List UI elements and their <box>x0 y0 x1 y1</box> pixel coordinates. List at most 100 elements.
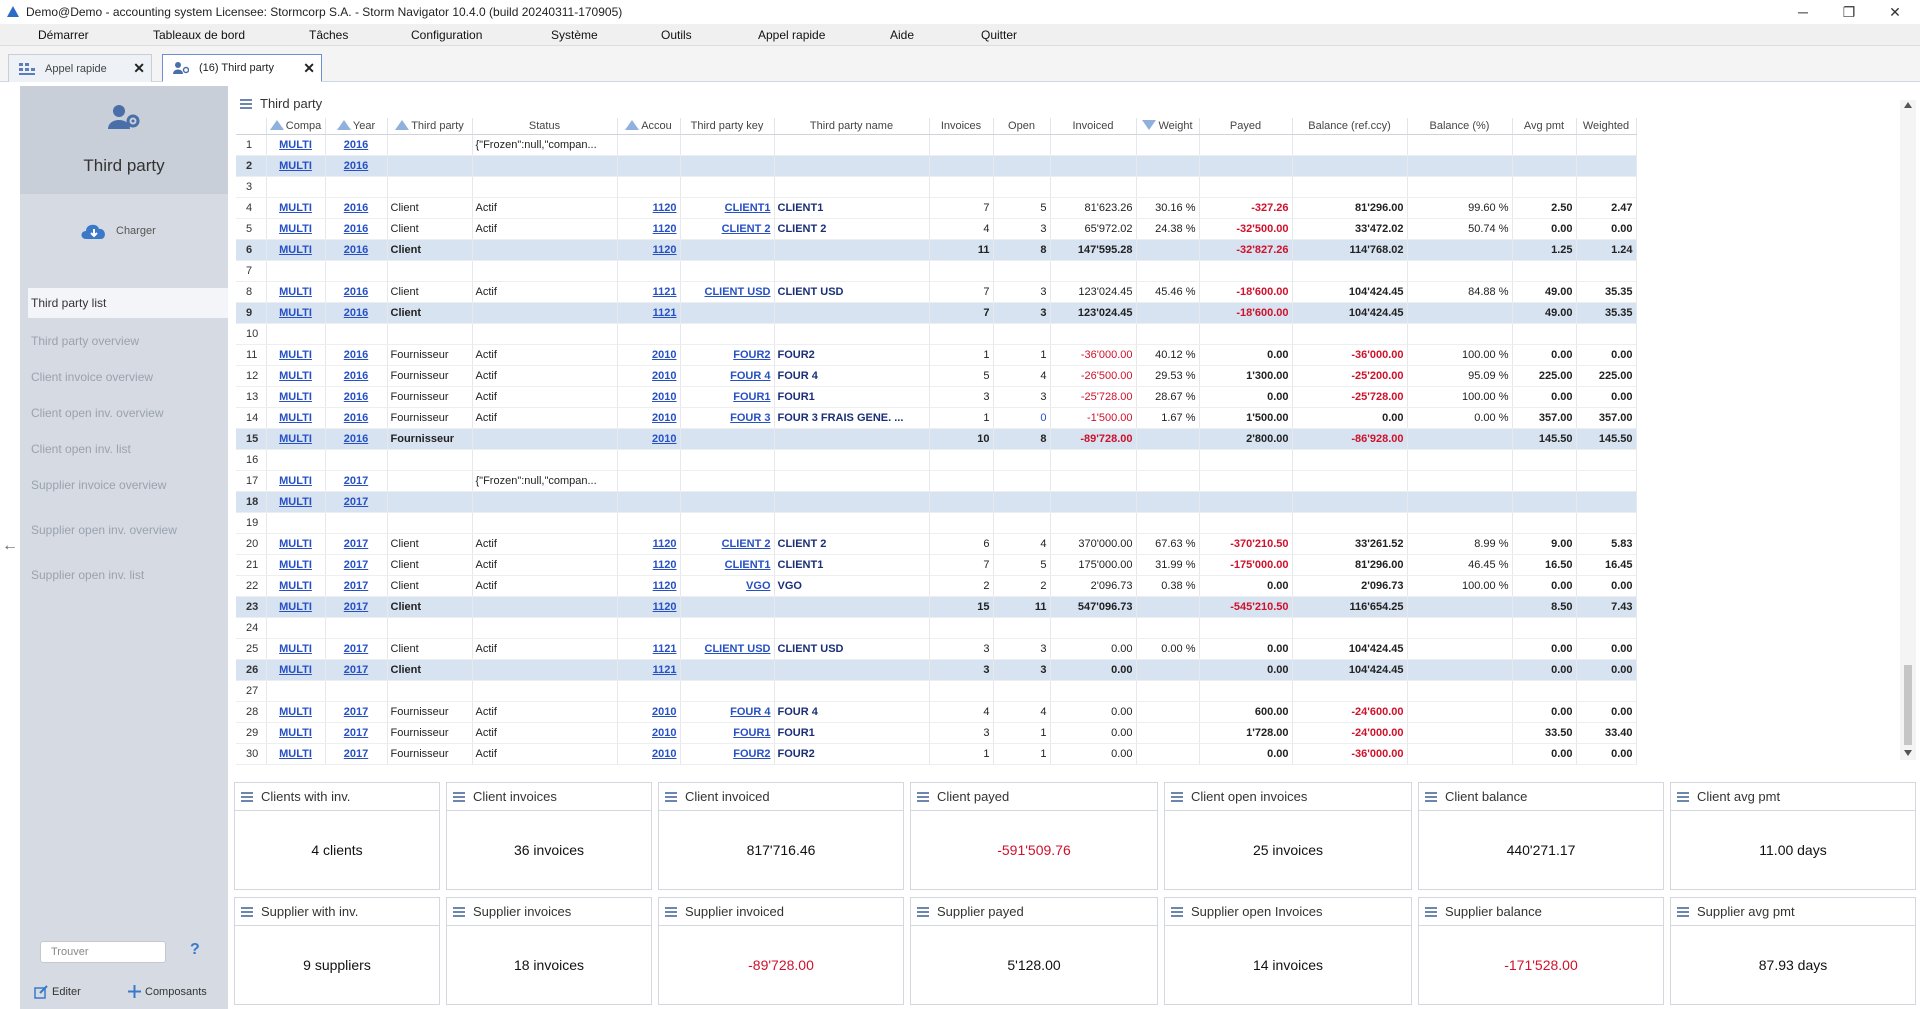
account-cell[interactable]: 1120 <box>617 239 681 261</box>
sidebar-item-client-open-inv-list[interactable]: Client open inv. list <box>31 442 131 456</box>
kpi-tile[interactable]: Clients with inv. 4 clients <box>234 782 440 890</box>
account-cell[interactable]: 1120 <box>617 197 681 219</box>
table-row[interactable]: 22 MULTI 2017 Client Actif 1120 VGO VGO 2 2 2'096.… <box>236 575 1637 597</box>
kpi-tile[interactable]: Supplier avg pmt 87.93 days <box>1670 897 1916 1005</box>
scrollbar-thumb[interactable] <box>1904 665 1912 745</box>
menu-quitter[interactable]: Quitter <box>981 28 1018 42</box>
company-cell[interactable]: MULTI <box>266 239 326 261</box>
account-cell[interactable]: 1120 <box>617 596 681 618</box>
year-cell[interactable]: 2017 <box>325 722 388 744</box>
company-cell[interactable]: MULTI <box>266 197 326 219</box>
table-row[interactable]: 11 MULTI 2016 Fournisseur Actif 2010 FOUR2 FOUR… <box>236 344 1637 366</box>
year-cell[interactable]: 2017 <box>325 533 388 555</box>
table-total-row[interactable]: 9 MULTI 2016 Client 1121 7 3 123'024.45 -18'600.… <box>236 302 1637 324</box>
third-party-key-cell[interactable]: FOUR 4 <box>680 701 775 723</box>
sidebar-item-third-party-list[interactable]: Third party list <box>28 288 228 318</box>
account-cell[interactable]: 1120 <box>617 533 681 555</box>
vertical-scrollbar[interactable] <box>1900 100 1916 760</box>
sidebar-item-client-invoice-overview[interactable]: Client invoice overview <box>31 370 154 384</box>
year-cell[interactable]: 2016 <box>325 302 388 324</box>
table-row[interactable]: 1 MULTI 2016 {"Frozen":null,"compan... <box>236 134 1637 156</box>
menu-icon[interactable] <box>241 790 253 804</box>
third-party-key-cell[interactable]: VGO <box>680 575 775 597</box>
account-cell[interactable]: 1121 <box>617 659 681 681</box>
sidebar-item-client-open-inv-overview[interactable]: Client open inv. overview <box>31 406 164 420</box>
table-total-row[interactable]: 26 MULTI 2017 Client 1121 3 3 0.00 0.00 104'424.4… <box>236 659 1637 681</box>
table-row[interactable]: 27 <box>236 680 1637 702</box>
menu-icon[interactable] <box>1425 905 1437 919</box>
scroll-down-icon[interactable] <box>1904 750 1912 756</box>
tab-third-party[interactable]: (16) Third party ✕ <box>162 54 322 82</box>
table-total-row[interactable]: 18 MULTI 2017 <box>236 491 1637 513</box>
menu-configuration[interactable]: Configuration <box>411 28 483 42</box>
company-cell[interactable]: MULTI <box>266 428 326 450</box>
column-header-balance-percent[interactable]: Balance (%) <box>1407 118 1513 135</box>
account-cell[interactable]: 2010 <box>617 743 681 765</box>
table-row[interactable]: 7 <box>236 260 1637 282</box>
table-row[interactable]: 30 MULTI 2017 Fournisseur Actif 2010 FOUR2 FOUR… <box>236 743 1637 765</box>
menu-aide[interactable]: Aide <box>890 28 915 42</box>
column-header-payed[interactable]: Payed <box>1199 118 1293 135</box>
menu-systeme[interactable]: Système <box>551 28 598 42</box>
year-cell[interactable]: 2017 <box>325 575 388 597</box>
kpi-tile[interactable]: Supplier balance -171'528.00 <box>1418 897 1664 1005</box>
third-party-key-cell[interactable]: FOUR1 <box>680 722 775 744</box>
company-cell[interactable]: MULTI <box>266 134 326 156</box>
table-row[interactable]: 4 MULTI 2016 Client Actif 1120 CLIENT1 CLIENT1 7… <box>236 197 1637 219</box>
table-row[interactable]: 10 <box>236 323 1637 345</box>
collapse-sidebar-icon[interactable]: ← <box>2 537 18 554</box>
year-cell[interactable]: 2017 <box>325 659 388 681</box>
menu-icon[interactable] <box>1677 790 1689 804</box>
minimize-button[interactable]: ─ <box>1798 4 1808 20</box>
account-cell[interactable]: 2010 <box>617 701 681 723</box>
kpi-tile[interactable]: Supplier open Invoices 14 invoices <box>1164 897 1412 1005</box>
account-cell[interactable]: 1121 <box>617 302 681 324</box>
column-header-avg-pmt[interactable]: Avg pmt <box>1512 118 1577 135</box>
sidebar-item-supplier-invoice-overview[interactable]: Supplier invoice overview <box>31 478 167 492</box>
table-row[interactable]: 16 <box>236 449 1637 471</box>
menu-icon[interactable] <box>1425 790 1437 804</box>
company-cell[interactable]: MULTI <box>266 638 326 660</box>
menu-taches[interactable]: Tâches <box>309 28 349 42</box>
table-row[interactable]: 20 MULTI 2017 Client Actif 1120 CLIENT 2 CLIENT… <box>236 533 1637 555</box>
kpi-tile[interactable]: Client balance 440'271.17 <box>1418 782 1664 890</box>
menu-icon[interactable] <box>453 905 465 919</box>
table-row[interactable]: 28 MULTI 2017 Fournisseur Actif 2010 FOUR 4 FOU… <box>236 701 1637 723</box>
menu-icon[interactable] <box>453 790 465 804</box>
account-cell[interactable]: 1120 <box>617 575 681 597</box>
menu-icon[interactable] <box>917 905 929 919</box>
column-header-third-party-name[interactable]: Third party name <box>774 118 930 135</box>
sidebar-item-third-party-overview[interactable]: Third party overview <box>31 334 140 348</box>
menu-icon[interactable] <box>240 97 252 111</box>
account-cell[interactable]: 2010 <box>617 386 681 408</box>
account-cell[interactable]: 2010 <box>617 722 681 744</box>
third-party-key-cell[interactable]: FOUR1 <box>680 386 775 408</box>
year-cell[interactable]: 2017 <box>325 596 388 618</box>
column-header-balance-ref-ccy[interactable]: Balance (ref.ccy) <box>1292 118 1408 135</box>
account-cell[interactable]: 1120 <box>617 218 681 240</box>
year-cell[interactable]: 2016 <box>325 407 388 429</box>
company-cell[interactable]: MULTI <box>266 281 326 303</box>
column-header-company[interactable]: Compa <box>266 118 326 135</box>
third-party-key-cell[interactable]: FOUR 4 <box>680 365 775 387</box>
kpi-tile[interactable]: Supplier with inv. 9 suppliers <box>234 897 440 1005</box>
account-cell[interactable]: 2010 <box>617 407 681 429</box>
table-row[interactable]: 12 MULTI 2016 Fournisseur Actif 2010 FOUR 4 FOU… <box>236 365 1637 387</box>
table-row[interactable]: 24 <box>236 617 1637 639</box>
year-cell[interactable]: 2017 <box>325 470 388 492</box>
kpi-tile[interactable]: Client open invoices 25 invoices <box>1164 782 1412 890</box>
table-row[interactable]: 5 MULTI 2016 Client Actif 1120 CLIENT 2 CLIENT … <box>236 218 1637 240</box>
account-cell[interactable]: 1120 <box>617 554 681 576</box>
column-header-status[interactable]: Status <box>472 118 618 135</box>
load-button[interactable]: Charger <box>80 221 156 241</box>
year-cell[interactable]: 2017 <box>325 554 388 576</box>
table-row[interactable]: 29 MULTI 2017 Fournisseur Actif 2010 FOUR1 FOUR… <box>236 722 1637 744</box>
table-row[interactable]: 21 MULTI 2017 Client Actif 1120 CLIENT1 CLIENT1… <box>236 554 1637 576</box>
kpi-tile[interactable]: Client invoices 36 invoices <box>446 782 652 890</box>
column-header-weight[interactable]: Weight <box>1136 118 1200 135</box>
third-party-key-cell[interactable]: CLIENT USD <box>680 281 775 303</box>
column-header-invoices[interactable]: Invoices <box>929 118 994 135</box>
third-party-key-cell[interactable]: FOUR 3 <box>680 407 775 429</box>
company-cell[interactable]: MULTI <box>266 365 326 387</box>
company-cell[interactable]: MULTI <box>266 386 326 408</box>
